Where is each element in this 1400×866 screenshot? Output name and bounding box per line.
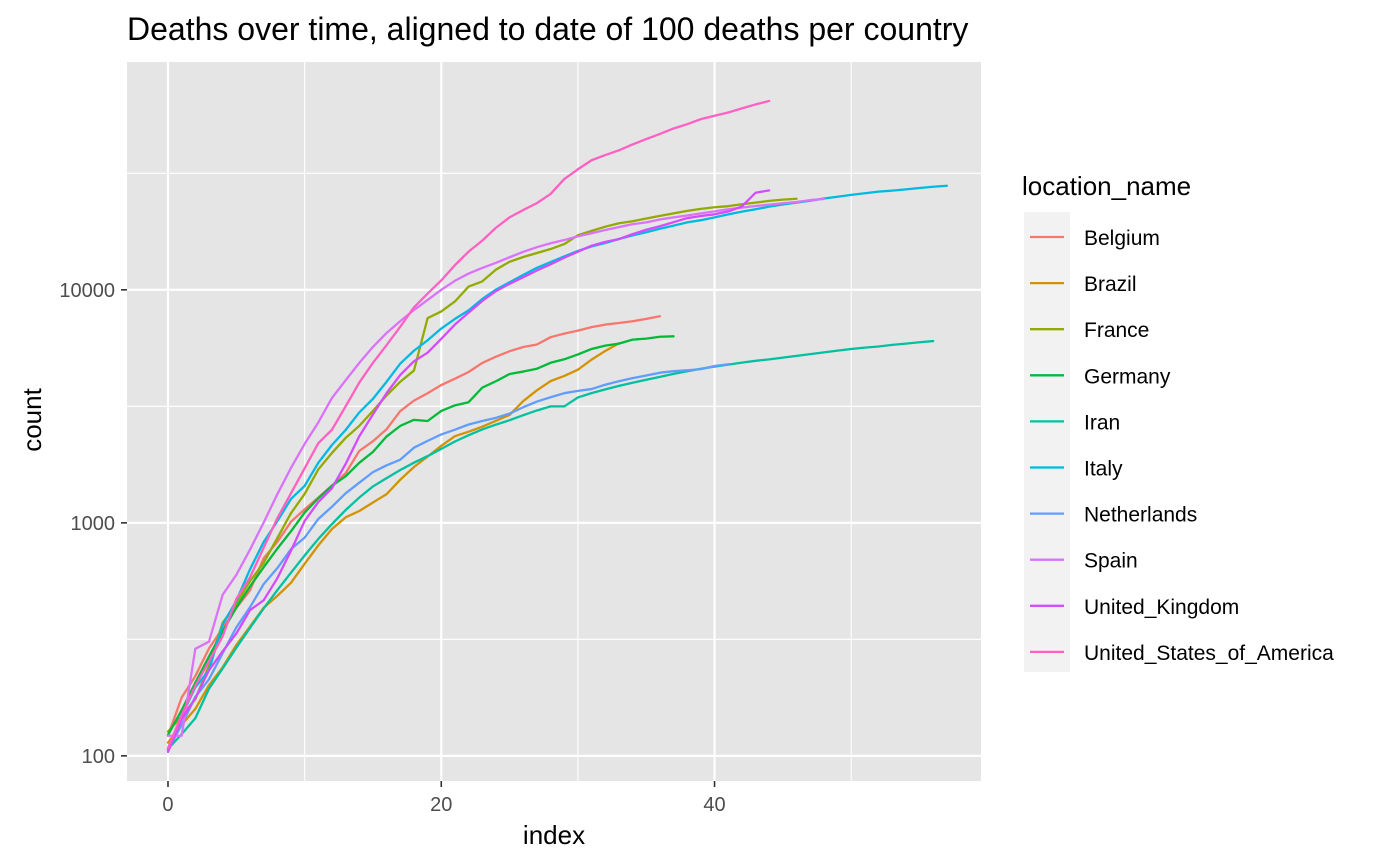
legend: location_name Belgium Brazil France Germany… (1022, 171, 1334, 672)
legend-label: France (1084, 319, 1149, 342)
series-line-spain (166, 197, 826, 737)
legend-label: Italy (1084, 458, 1123, 481)
series-line-belgium (166, 315, 662, 737)
series-line-france (166, 197, 798, 733)
legend-label: Belgium (1084, 227, 1160, 250)
legend-item: Belgium (1030, 227, 1160, 250)
legend-key-background (1024, 212, 1070, 672)
axes: 0 20 40 100 1000 10000 (59, 280, 725, 816)
series-line-germany (166, 335, 675, 737)
legend-item: France (1030, 319, 1149, 342)
series-line-united-states-of-america (166, 99, 771, 750)
x-tick-label: 0 (162, 794, 173, 816)
legend-label: United_States_of_America (1084, 642, 1334, 665)
series-line-netherlands (166, 363, 730, 752)
legend-item: United_States_of_America (1030, 642, 1334, 665)
series-line-iran (166, 339, 935, 751)
legend-item: Spain (1030, 550, 1138, 573)
series-line-brazil (166, 342, 621, 744)
x-axis-title: index (523, 820, 585, 850)
legend-title: location_name (1022, 171, 1191, 201)
legend-label: Germany (1084, 365, 1171, 388)
legend-label: Brazil (1084, 273, 1137, 296)
plot-panel (127, 62, 981, 781)
y-tick-label: 1000 (71, 513, 116, 535)
x-tick-label: 20 (430, 794, 452, 816)
legend-item: United_Kingdom (1030, 596, 1239, 619)
legend-item: Italy (1030, 458, 1123, 481)
legend-label: Netherlands (1084, 504, 1197, 527)
legend-label: Spain (1084, 550, 1138, 573)
x-tick-label: 40 (703, 794, 725, 816)
series-line-united-kingdom (166, 189, 771, 754)
legend-item: Germany (1030, 365, 1171, 388)
legend-item: Netherlands (1030, 504, 1197, 527)
y-axis-title: count (17, 387, 47, 451)
legend-item: Brazil (1030, 273, 1137, 296)
legend-item: Iran (1030, 411, 1120, 434)
legend-label: Iran (1084, 411, 1120, 434)
legend-label: United_Kingdom (1084, 596, 1239, 619)
y-tick-label: 10000 (59, 280, 115, 302)
series-lines (166, 99, 948, 754)
y-tick-label: 100 (82, 746, 115, 768)
chart-title: Deaths over time, aligned to date of 100… (127, 11, 968, 47)
